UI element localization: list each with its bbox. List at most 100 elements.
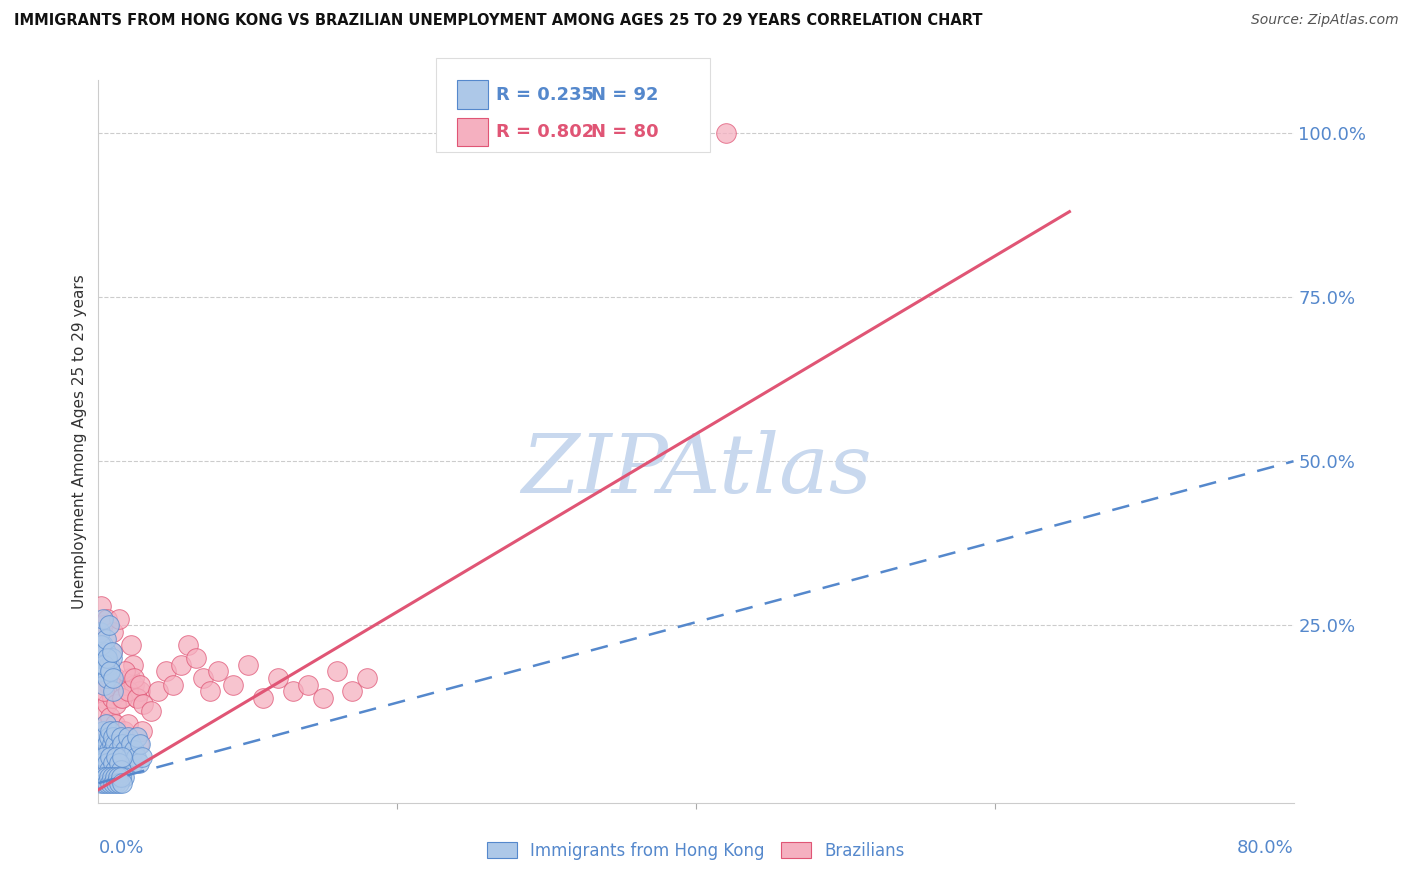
Point	[98, 710, 122, 724]
Point	[96, 651, 118, 665]
Point	[90, 756, 112, 771]
Point	[90, 737, 112, 751]
Point	[94, 717, 117, 731]
Point	[118, 671, 141, 685]
Point	[103, 743, 125, 757]
Point	[89, 749, 111, 764]
Point	[120, 737, 142, 751]
Text: R = 0.235: R = 0.235	[496, 86, 595, 103]
Point	[98, 749, 122, 764]
Text: IMMIGRANTS FROM HONG KONG VS BRAZILIAN UNEMPLOYMENT AMONG AGES 25 TO 29 YEARS CO: IMMIGRANTS FROM HONG KONG VS BRAZILIAN U…	[14, 13, 983, 29]
Legend: Immigrants from Hong Kong, Brazilians: Immigrants from Hong Kong, Brazilians	[481, 836, 911, 867]
Point	[93, 743, 115, 757]
Point	[96, 698, 118, 712]
Point	[103, 625, 125, 640]
Point	[89, 638, 111, 652]
Point	[191, 671, 214, 685]
Point	[97, 657, 120, 672]
Point	[91, 770, 114, 784]
Point	[714, 126, 737, 140]
Point	[89, 651, 111, 665]
Point	[91, 618, 114, 632]
Point	[90, 665, 112, 679]
Point	[110, 737, 132, 751]
Point	[93, 776, 115, 790]
Point	[124, 671, 146, 685]
Point	[127, 690, 149, 705]
Point	[97, 618, 120, 632]
Point	[108, 776, 131, 790]
Point	[101, 770, 124, 784]
Point	[184, 651, 207, 665]
Point	[139, 704, 162, 718]
Point	[91, 756, 114, 771]
Point	[97, 677, 120, 691]
Point	[103, 671, 125, 685]
Point	[110, 690, 132, 705]
Point	[281, 684, 304, 698]
Point	[91, 763, 114, 777]
Point	[101, 737, 124, 751]
Point	[104, 717, 127, 731]
Text: ZIPAtlas: ZIPAtlas	[520, 431, 872, 510]
Point	[90, 776, 112, 790]
Point	[97, 730, 120, 744]
Point	[101, 690, 124, 705]
Point	[101, 723, 124, 738]
Point	[101, 770, 124, 784]
Point	[112, 749, 135, 764]
Point	[104, 763, 127, 777]
Point	[200, 684, 222, 698]
Point	[326, 665, 349, 679]
Point	[125, 749, 148, 764]
Point	[236, 657, 259, 672]
Point	[114, 743, 136, 757]
Point	[105, 776, 128, 790]
Point	[91, 612, 114, 626]
Point	[115, 730, 138, 744]
Point	[98, 665, 122, 679]
Point	[131, 749, 153, 764]
Point	[101, 756, 124, 771]
Point	[128, 756, 150, 771]
Point	[96, 737, 118, 751]
Point	[89, 625, 111, 640]
Point	[111, 690, 134, 705]
Point	[91, 704, 114, 718]
Point	[101, 651, 124, 665]
Point	[252, 690, 274, 705]
Point	[90, 599, 112, 613]
Point	[89, 770, 111, 784]
Point	[94, 645, 117, 659]
Point	[127, 690, 149, 705]
Text: Source: ZipAtlas.com: Source: ZipAtlas.com	[1251, 13, 1399, 28]
Point	[108, 730, 131, 744]
Point	[94, 737, 117, 751]
Point	[169, 657, 191, 672]
Point	[128, 737, 150, 751]
Point	[110, 763, 132, 777]
Point	[112, 723, 135, 738]
Point	[111, 749, 134, 764]
Point	[124, 677, 146, 691]
Point	[97, 770, 120, 784]
Point	[155, 665, 177, 679]
Point	[112, 770, 135, 784]
Point	[101, 645, 124, 659]
Point	[91, 690, 114, 705]
Point	[342, 684, 364, 698]
Point	[98, 671, 122, 685]
Point	[111, 776, 134, 790]
Text: 0.0%: 0.0%	[98, 838, 143, 857]
Point	[297, 677, 319, 691]
Point	[356, 671, 378, 685]
Point	[105, 749, 128, 764]
Point	[110, 730, 132, 744]
Point	[121, 657, 143, 672]
Point	[104, 749, 127, 764]
Point	[93, 657, 115, 672]
Point	[96, 756, 118, 771]
Point	[267, 671, 290, 685]
Point	[96, 730, 118, 744]
Point	[98, 671, 122, 685]
